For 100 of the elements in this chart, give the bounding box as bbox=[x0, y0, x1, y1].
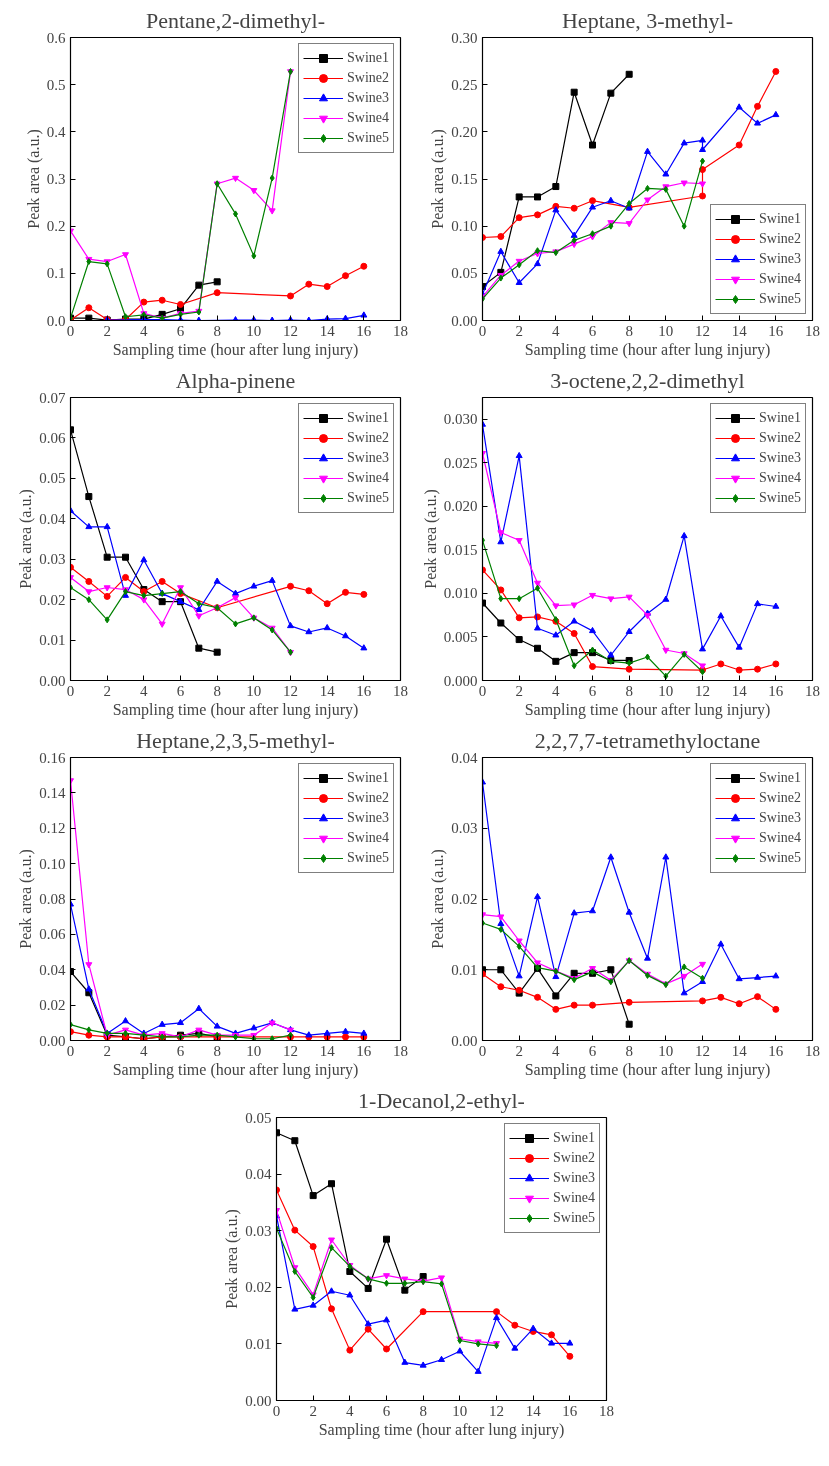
y-tick-label: 0.025 bbox=[443, 454, 478, 471]
x-tick-label: 2 bbox=[309, 1402, 317, 1419]
legend-label: Swine4 bbox=[347, 830, 389, 846]
legend-label: Swine2 bbox=[553, 1150, 595, 1166]
x-tick-label: 10 bbox=[246, 322, 262, 339]
y-tick-label: 0.4 bbox=[46, 123, 66, 140]
x-tick-label: 0 bbox=[272, 1402, 281, 1419]
legend-label: Swine1 bbox=[347, 410, 389, 426]
y-tick-label: 0.04 bbox=[245, 1166, 272, 1183]
y-tick-label: 0.000 bbox=[443, 672, 478, 689]
y-axis-title: Peak area (a.u.) bbox=[17, 489, 36, 589]
x-tick-label: 0 bbox=[66, 682, 75, 699]
x-tick-label: 8 bbox=[213, 682, 221, 699]
legend-label: Swine4 bbox=[759, 470, 801, 486]
legend-label: Swine4 bbox=[759, 271, 801, 287]
x-tick-label: 2 bbox=[103, 322, 111, 339]
legend-label: Swine2 bbox=[347, 70, 389, 86]
x-tick-label: 2 bbox=[103, 1042, 111, 1059]
x-tick-label: 4 bbox=[552, 1042, 561, 1059]
y-tick-label: 0.03 bbox=[39, 551, 66, 568]
x-tick-label: 0 bbox=[478, 682, 487, 699]
y-tick-label: 0.00 bbox=[39, 1032, 66, 1049]
x-tick-label: 12 bbox=[283, 1042, 298, 1059]
y-tick-label: 0.3 bbox=[46, 171, 66, 187]
chart-title: 1-Decanol,2-ethyl- bbox=[358, 1087, 525, 1113]
x-tick-label: 2 bbox=[103, 682, 111, 699]
legend-label: Swine4 bbox=[553, 1190, 595, 1206]
chart-title: Pentane,2-dimethyl- bbox=[146, 7, 326, 33]
legend-label: Swine2 bbox=[347, 430, 389, 446]
x-tick-label: 12 bbox=[489, 1402, 504, 1419]
y-tick-label: 0.01 bbox=[451, 961, 478, 978]
chart-title: Alpha-pinene bbox=[175, 367, 296, 393]
y-axis-title: Peak area (a.u.) bbox=[223, 1209, 242, 1309]
legend-label: Swine5 bbox=[553, 1210, 595, 1226]
x-tick-label: 2 bbox=[515, 322, 523, 339]
x-tick-label: 8 bbox=[625, 1042, 633, 1059]
x-tick-label: 10 bbox=[246, 1042, 262, 1059]
legend-label: Swine1 bbox=[759, 211, 801, 227]
legend-label: Swine1 bbox=[347, 770, 389, 786]
y-tick-label: 0.03 bbox=[245, 1222, 272, 1239]
y-tick-label: 0.02 bbox=[451, 891, 478, 907]
x-tick-label: 12 bbox=[283, 682, 298, 699]
x-tick-label: 16 bbox=[768, 682, 784, 699]
legend-label: Swine3 bbox=[347, 810, 389, 826]
x-tick-label: 8 bbox=[213, 322, 221, 339]
legend-label: Swine3 bbox=[759, 810, 801, 826]
y-axis-title: Peak area (a.u.) bbox=[421, 489, 440, 589]
y-tick-label: 0.5 bbox=[46, 76, 66, 93]
legend-label: Swine1 bbox=[759, 410, 801, 426]
x-tick-label: 4 bbox=[552, 682, 561, 699]
x-tick-label: 10 bbox=[658, 322, 674, 339]
x-tick-label: 16 bbox=[356, 322, 372, 339]
y-tick-label: 0.01 bbox=[39, 632, 66, 649]
y-tick-label: 0.04 bbox=[39, 961, 66, 978]
y-tick-label: 0.10 bbox=[39, 855, 66, 872]
x-tick-label: 12 bbox=[695, 1042, 710, 1059]
x-tick-label: 4 bbox=[140, 1042, 149, 1059]
y-tick-label: 0.015 bbox=[443, 541, 478, 558]
y-tick-label: 0.02 bbox=[245, 1279, 272, 1296]
y-tick-label: 0.2 bbox=[46, 218, 66, 235]
x-tick-label: 18 bbox=[805, 1042, 820, 1059]
legend-label: Swine3 bbox=[347, 90, 389, 106]
y-tick-label: 0.02 bbox=[39, 591, 66, 608]
x-tick-label: 16 bbox=[562, 1402, 578, 1419]
x-tick-label: 18 bbox=[393, 682, 408, 699]
x-axis-title: Sampling time (hour after lung injury) bbox=[318, 1420, 565, 1439]
y-tick-label: 0.05 bbox=[451, 265, 478, 282]
x-tick-label: 2 bbox=[515, 1042, 523, 1059]
x-tick-label: 0 bbox=[478, 1042, 487, 1059]
x-axis-title: Sampling time (hour after lung injury) bbox=[524, 340, 771, 359]
y-tick-label: 0.0 bbox=[46, 312, 66, 329]
x-tick-label: 10 bbox=[658, 1042, 674, 1059]
legend-label: Swine2 bbox=[759, 790, 801, 806]
legend-label: Swine1 bbox=[759, 770, 801, 786]
x-axis-title: Sampling time (hour after lung injury) bbox=[524, 700, 771, 719]
legend-label: Swine5 bbox=[759, 850, 801, 866]
x-tick-label: 10 bbox=[452, 1402, 468, 1419]
x-tick-label: 18 bbox=[805, 682, 820, 699]
legend-label: Swine5 bbox=[347, 850, 389, 866]
x-tick-label: 2 bbox=[515, 682, 523, 699]
legend-label: Swine1 bbox=[553, 1130, 595, 1146]
y-tick-label: 0.16 bbox=[39, 749, 66, 766]
y-tick-label: 0.010 bbox=[443, 585, 478, 602]
legend-label: Swine5 bbox=[759, 490, 801, 506]
legend-label: Swine4 bbox=[347, 470, 389, 486]
x-axis-title: Sampling time (hour after lung injury) bbox=[112, 340, 359, 359]
legend-label: Swine2 bbox=[759, 231, 801, 247]
x-tick-label: 6 bbox=[588, 322, 597, 339]
x-tick-label: 4 bbox=[140, 322, 149, 339]
x-tick-label: 8 bbox=[625, 322, 633, 339]
y-tick-label: 0.10 bbox=[451, 218, 478, 235]
y-tick-label: 0.030 bbox=[443, 411, 478, 428]
legend-label: Swine5 bbox=[759, 291, 801, 307]
x-tick-label: 12 bbox=[695, 322, 710, 339]
legend-label: Swine4 bbox=[759, 830, 801, 846]
y-tick-label: 0.06 bbox=[39, 429, 66, 446]
y-tick-label: 0.03 bbox=[451, 820, 478, 837]
x-tick-label: 16 bbox=[356, 1042, 372, 1059]
y-tick-label: 0.04 bbox=[39, 510, 66, 527]
y-tick-label: 0.30 bbox=[451, 29, 478, 46]
